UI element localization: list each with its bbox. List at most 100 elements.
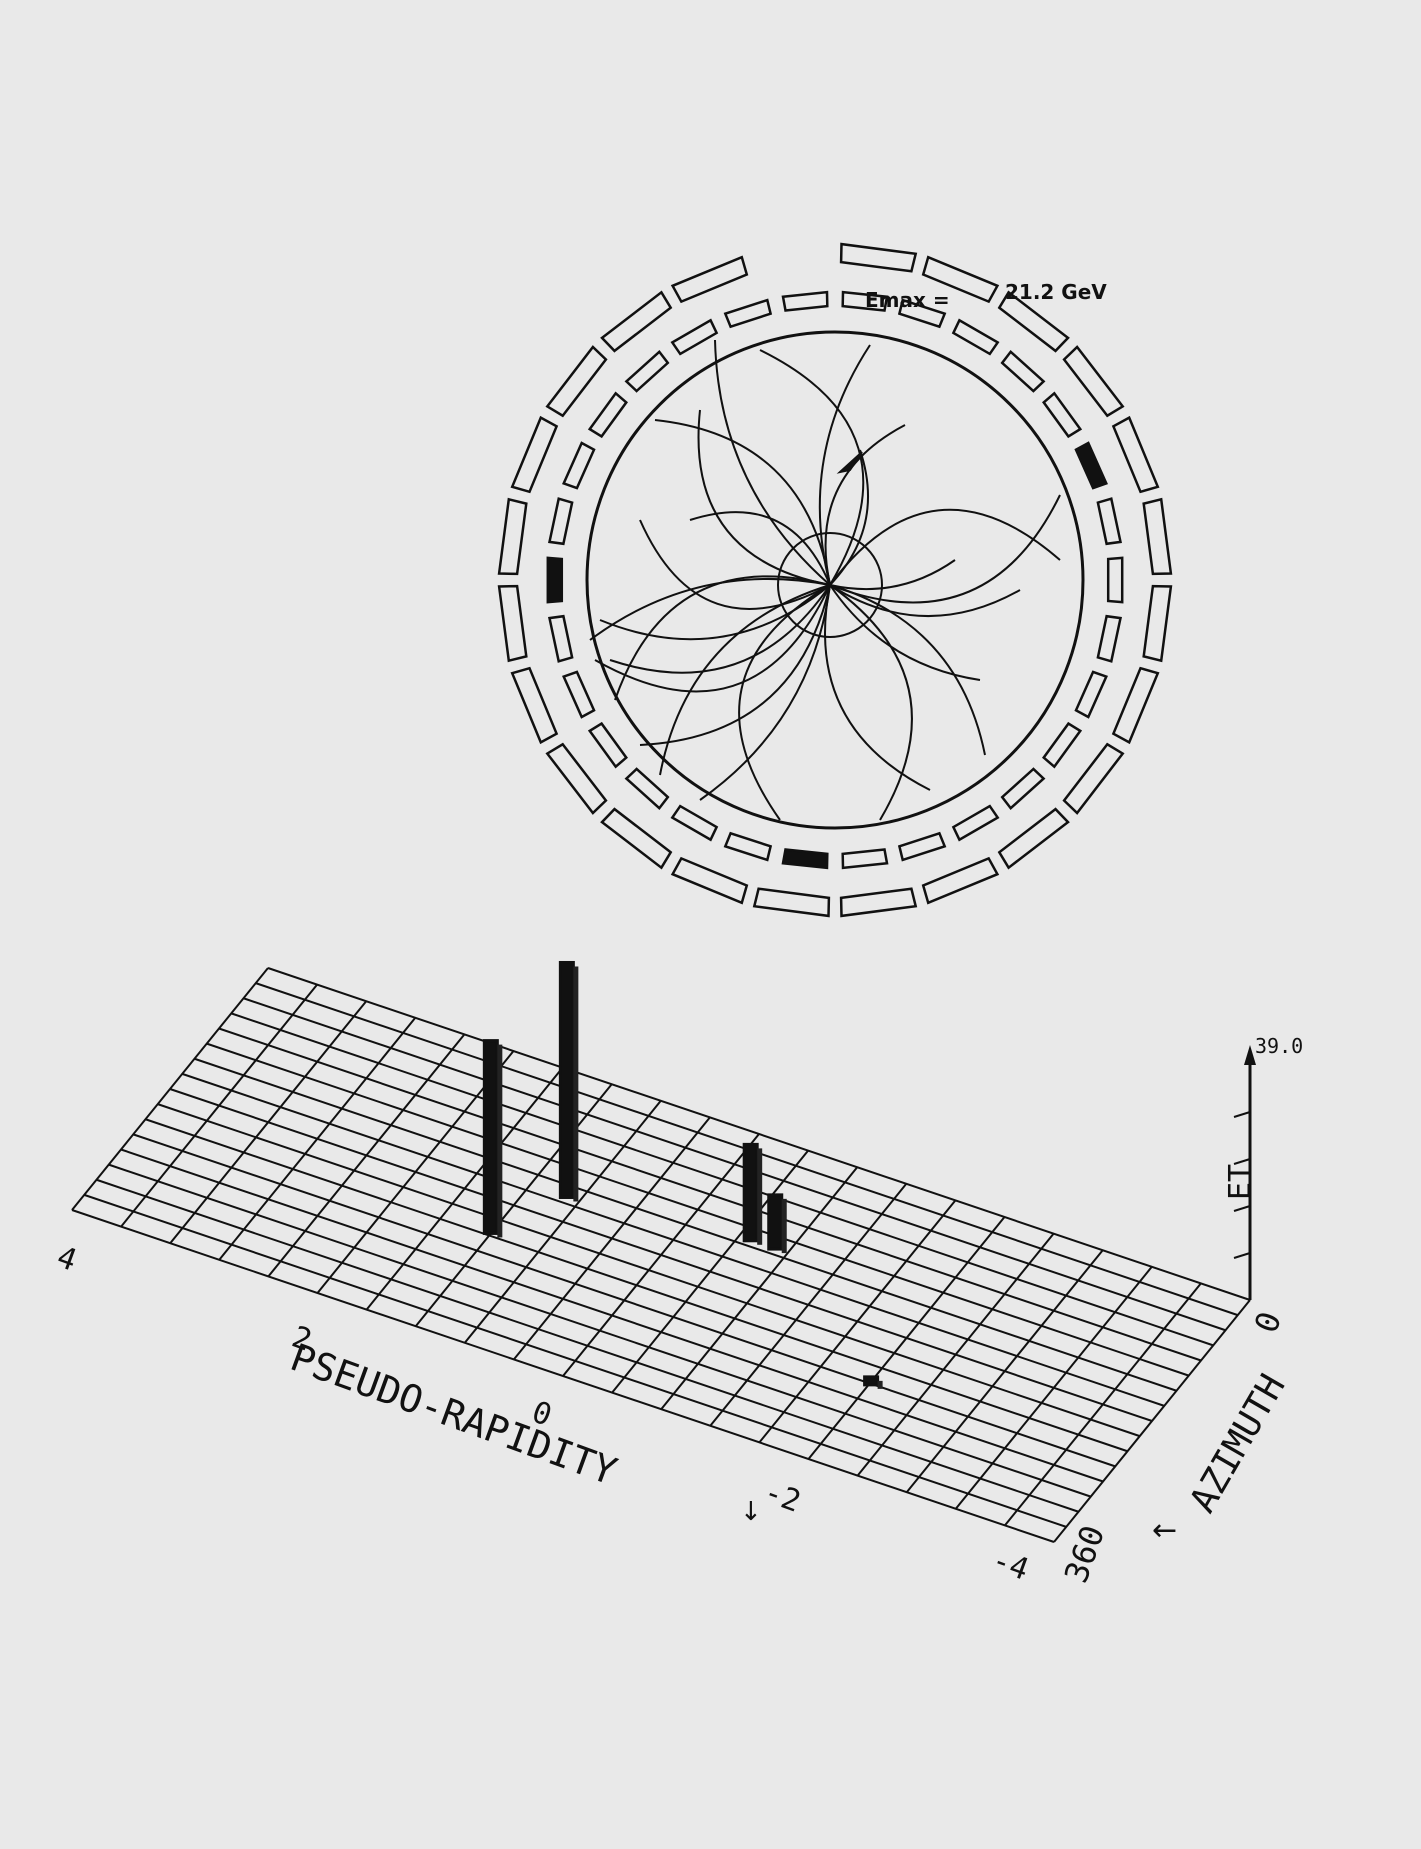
grid-line-phi xyxy=(71,1209,1055,1543)
grid-line-phi xyxy=(230,1012,1214,1347)
inner-calorimeter-cell xyxy=(723,831,773,862)
grid-line-phi xyxy=(157,1103,1141,1438)
inner-calorimeter-cell xyxy=(1042,391,1083,439)
et-axis-arrowhead xyxy=(1244,1045,1256,1065)
et-axis-tick xyxy=(1233,1111,1251,1118)
et-tower xyxy=(863,1375,880,1387)
charged-track xyxy=(714,339,831,586)
charged-track xyxy=(699,584,831,801)
grid-line-phi xyxy=(218,1027,1202,1362)
inner-calorimeter-cell xyxy=(1042,721,1083,769)
charged-tracks xyxy=(589,339,1061,821)
y-axis-arrow: ← xyxy=(1152,1513,1177,1548)
outer-calorimeter-cell xyxy=(497,497,528,576)
grid-line-phi xyxy=(96,1178,1079,1513)
charged-track xyxy=(824,424,906,586)
outer-calorimeter-ring xyxy=(497,242,1173,918)
grid-line-phi xyxy=(169,1088,1153,1422)
inner-calorimeter-cell xyxy=(723,298,773,329)
charged-track xyxy=(589,577,831,641)
z-max-label: 39.0 xyxy=(1255,1034,1303,1058)
grid-line-phi xyxy=(267,967,1251,1301)
charged-track xyxy=(829,584,981,681)
outer-calorimeter-cell xyxy=(670,856,749,905)
track-arrowhead xyxy=(836,451,863,474)
et-tower xyxy=(767,1193,784,1251)
et-tower-side xyxy=(497,1044,503,1238)
inner-calorimeter-cell xyxy=(624,767,670,811)
inner-calorimeter-cell xyxy=(624,349,670,393)
inner-calorimeter-cell xyxy=(951,804,1000,842)
inner-calorimeter-cell xyxy=(841,848,889,870)
inner-calorimeter-cell xyxy=(546,556,564,604)
outer-calorimeter-cell xyxy=(1062,345,1125,418)
charged-track xyxy=(639,519,831,610)
outer-calorimeter-cell xyxy=(997,807,1070,870)
charged-track xyxy=(594,584,831,693)
z-axis-label: ET xyxy=(1223,1164,1258,1200)
grid-line-phi xyxy=(83,1193,1067,1528)
outer-calorimeter-cell xyxy=(1142,497,1173,576)
et-tower-side xyxy=(757,1148,763,1245)
et-tower xyxy=(742,1142,759,1243)
charged-track xyxy=(639,584,831,746)
inner-calorimeter-cell xyxy=(781,848,829,870)
inner-calorimeter-cell xyxy=(1096,497,1123,546)
et-axis-tick xyxy=(1233,1205,1251,1212)
inner-calorimeter-cell xyxy=(670,804,719,842)
charged-track xyxy=(659,584,831,776)
charged-track xyxy=(599,584,831,641)
charged-track xyxy=(829,584,1021,618)
outer-calorimeter-cell xyxy=(1111,415,1160,494)
tracking-chamber-boundary xyxy=(585,330,1085,830)
emax-label: Emax = xyxy=(865,288,950,312)
grid-line-phi xyxy=(145,1118,1128,1453)
eta-phi-grid xyxy=(71,967,1251,1543)
vertex-chamber-boundary xyxy=(777,532,883,638)
inner-calorimeter-cell xyxy=(587,391,628,439)
outer-calorimeter-cell xyxy=(545,345,608,418)
outer-calorimeter-cell xyxy=(1142,584,1173,663)
outer-calorimeter-cell xyxy=(921,856,1000,905)
charged-track xyxy=(829,494,1061,604)
inner-calorimeter-cell xyxy=(897,298,947,329)
outer-calorimeter-cell xyxy=(752,887,831,918)
grid-line-phi xyxy=(243,997,1226,1332)
charged-track xyxy=(654,419,831,586)
outer-calorimeter-cell xyxy=(839,887,918,918)
charged-track xyxy=(609,584,831,674)
inner-calorimeter-cell xyxy=(670,318,719,356)
charged-track xyxy=(759,349,865,586)
charged-track xyxy=(829,508,1061,586)
inner-calorimeter-cell xyxy=(547,614,574,663)
grid-line-phi xyxy=(194,1057,1177,1392)
outer-calorimeter-cell xyxy=(839,242,918,273)
grid-line-phi xyxy=(206,1042,1190,1377)
grid-line-phi xyxy=(108,1163,1092,1498)
inner-calorimeter-cell xyxy=(1000,349,1046,393)
grid-line-phi xyxy=(181,1072,1165,1407)
inner-calorimeter-cell xyxy=(1074,441,1108,490)
et-towers xyxy=(482,960,883,1389)
x-axis-arrow: ↓ xyxy=(740,1497,762,1527)
emax-value: 21.2 GeV xyxy=(1005,280,1107,304)
et-tower-side xyxy=(573,966,579,1202)
et-tower xyxy=(558,960,575,1199)
charged-track xyxy=(829,584,986,756)
inner-calorimeter-cell xyxy=(547,497,574,546)
inner-calorimeter-cell xyxy=(781,290,829,312)
grid-line-phi xyxy=(120,1148,1104,1483)
inner-calorimeter-cell xyxy=(562,670,596,719)
outer-calorimeter-cell xyxy=(600,290,673,353)
et-tower-side xyxy=(781,1198,787,1254)
et-tower xyxy=(482,1039,499,1235)
inner-calorimeter-cell xyxy=(951,318,1000,356)
outer-calorimeter-cell xyxy=(600,807,673,870)
inner-calorimeter-cell xyxy=(841,290,889,312)
outer-calorimeter-cell xyxy=(510,666,559,745)
charged-track xyxy=(824,584,931,791)
charged-track xyxy=(697,409,831,586)
inner-calorimeter-cell xyxy=(1106,556,1124,604)
